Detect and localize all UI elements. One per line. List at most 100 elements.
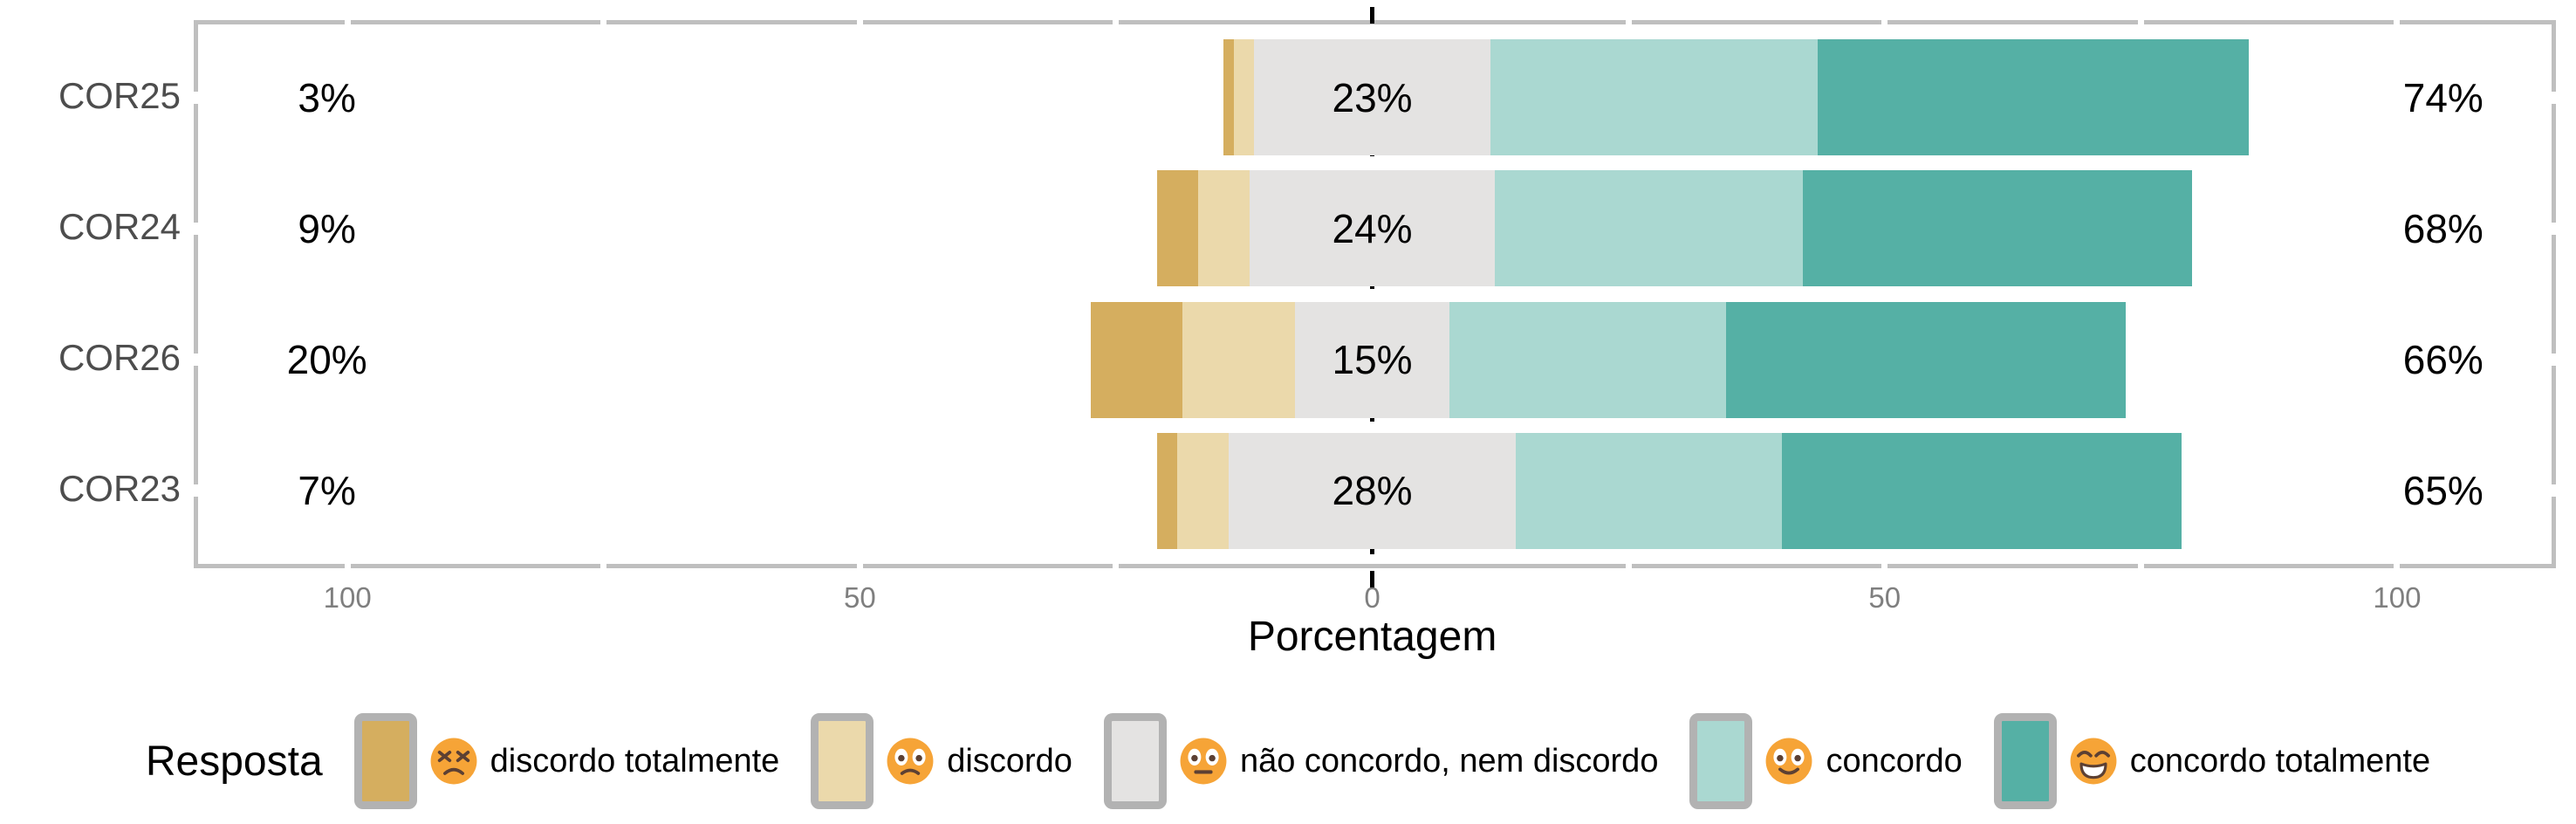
bar-row-cor23: [1156, 432, 2182, 549]
bar-segment-discordo-totalmente: [1223, 39, 1234, 155]
bar-segment-discordo: [1234, 39, 1255, 155]
right-total-label: 74%: [2402, 74, 2484, 120]
bar-segment-n-o-concordo-nem-discordo: [1229, 432, 1516, 549]
center-percentage-label: 23%: [1332, 74, 1413, 120]
plot-panel: [194, 7, 2556, 590]
legend-swatch: [1993, 713, 2057, 809]
bar-row-cor25: [1223, 39, 2249, 155]
bottom-border-tick-gap: [344, 564, 351, 568]
slightly-smiling-face-icon: [1766, 738, 1812, 785]
bar-segment-discordo: [1182, 301, 1296, 418]
legend-item-discordo: discordo: [811, 713, 1072, 809]
top-border-tick-gap: [600, 20, 607, 24]
axis-tick-label: 100: [2373, 581, 2422, 614]
legend-emoji: [2069, 737, 2118, 786]
frowning-face-icon: [887, 738, 934, 785]
legend-emoji: [886, 737, 935, 786]
right-border-tick-gap: [2552, 354, 2556, 367]
bar-segment-concordo-totalmente: [1725, 301, 2126, 418]
bar-segment-discordo-totalmente: [1156, 432, 1178, 549]
persevering-face-icon: [430, 738, 477, 785]
right-border-tick-gap: [2552, 91, 2556, 104]
left-total-label: 9%: [298, 205, 356, 251]
bottom-border-tick-gap: [2137, 564, 2144, 568]
legend-swatch: [811, 713, 874, 809]
left-border-tick-gap: [194, 354, 198, 367]
bottom-border-tick-gap: [1881, 564, 1888, 568]
zero-reference-line: [1370, 7, 1375, 590]
bar-segment-concordo: [1495, 170, 1803, 287]
axis-tick-label: 50: [1868, 581, 1901, 614]
legend-label: discordo: [947, 742, 1072, 779]
bottom-border-tick-gap: [1625, 564, 1632, 568]
right-border-tick-gap: [2552, 484, 2556, 498]
category-label: COR23: [58, 468, 181, 510]
right-total-label: 65%: [2402, 468, 2484, 514]
top-border-tick-gap: [1625, 20, 1632, 24]
legend-label: concordo: [1826, 742, 1963, 779]
top-border-tick-gap: [2394, 20, 2401, 24]
top-border-tick-gap: [2137, 20, 2144, 24]
bar-segment-n-o-concordo-nem-discordo: [1249, 170, 1496, 287]
bar-row-cor24: [1156, 170, 2193, 287]
category-label: COR25: [58, 74, 181, 116]
bar-segment-discordo: [1177, 432, 1230, 549]
neutral-face-icon: [1180, 738, 1227, 785]
bar-segment-discordo-totalmente: [1090, 301, 1183, 418]
center-percentage-label: 15%: [1332, 337, 1413, 383]
top-border-tick-gap: [1881, 20, 1888, 24]
legend-item-n-o-concordo-nem-discordo: não concordo, nem discordo: [1103, 713, 1659, 809]
legend-swatch: [353, 713, 417, 809]
legend-item-concordo: concordo: [1689, 713, 1963, 809]
top-border-tick-gap: [856, 20, 863, 24]
bar-segment-n-o-concordo-nem-discordo: [1254, 39, 1490, 155]
bar-segment-concordo-totalmente: [1818, 39, 2249, 155]
legend-title: Resposta: [145, 738, 323, 785]
bottom-border-tick-gap: [856, 564, 863, 568]
x-axis-title: Porcentagem: [1247, 614, 1497, 660]
legend-swatch: [1689, 713, 1753, 809]
legend-label: concordo totalmente: [2129, 742, 2431, 779]
bar-segment-discordo-totalmente: [1156, 170, 1198, 287]
center-percentage-label: 24%: [1332, 205, 1413, 251]
axis-tick-label: 50: [844, 581, 876, 614]
bottom-border-tick-gap: [1113, 564, 1120, 568]
grinning-face-icon: [2070, 738, 2117, 785]
category-label: COR24: [58, 205, 181, 247]
right-border-tick-gap: [2552, 222, 2556, 235]
left-border-tick-gap: [194, 91, 198, 104]
legend-label: não concordo, nem discordo: [1239, 742, 1659, 779]
legend-emoji: [429, 737, 478, 786]
legend-swatch: [1103, 713, 1167, 809]
legend-emoji: [1179, 737, 1228, 786]
legend-item-concordo-totalmente: concordo totalmente: [1993, 713, 2431, 809]
legend: Resposta discordo totalmente discordo não …: [0, 698, 2576, 824]
top-border-tick-gap: [1113, 20, 1120, 24]
axis-tick-label: 0: [1364, 581, 1380, 614]
left-border-tick-gap: [194, 222, 198, 235]
legend-item-discordo-totalmente: discordo totalmente: [353, 713, 780, 809]
left-total-label: 20%: [286, 337, 367, 383]
bar-segment-n-o-concordo-nem-discordo: [1295, 301, 1449, 418]
bar-segment-concordo-totalmente: [1802, 170, 2193, 287]
bottom-border-tick-gap: [2394, 564, 2401, 568]
legend-label: discordo totalmente: [490, 742, 780, 779]
axis-tick-label: 100: [323, 581, 372, 614]
left-total-label: 3%: [298, 74, 356, 120]
left-border-tick-gap: [194, 484, 198, 498]
center-percentage-label: 28%: [1332, 468, 1413, 514]
bar-segment-discordo: [1197, 170, 1250, 287]
left-total-label: 7%: [298, 468, 356, 514]
bar-segment-concordo: [1515, 432, 1783, 549]
bottom-border-tick-gap: [600, 564, 607, 568]
right-total-label: 68%: [2402, 205, 2484, 251]
bar-row-cor26: [1090, 301, 2126, 418]
top-border-tick-gap: [344, 20, 351, 24]
bar-segment-concordo: [1490, 39, 1819, 155]
bar-segment-concordo: [1449, 301, 1726, 418]
category-label: COR26: [58, 337, 181, 379]
right-total-label: 66%: [2402, 337, 2484, 383]
bar-segment-concordo-totalmente: [1782, 432, 2182, 549]
legend-emoji: [1764, 737, 1813, 786]
